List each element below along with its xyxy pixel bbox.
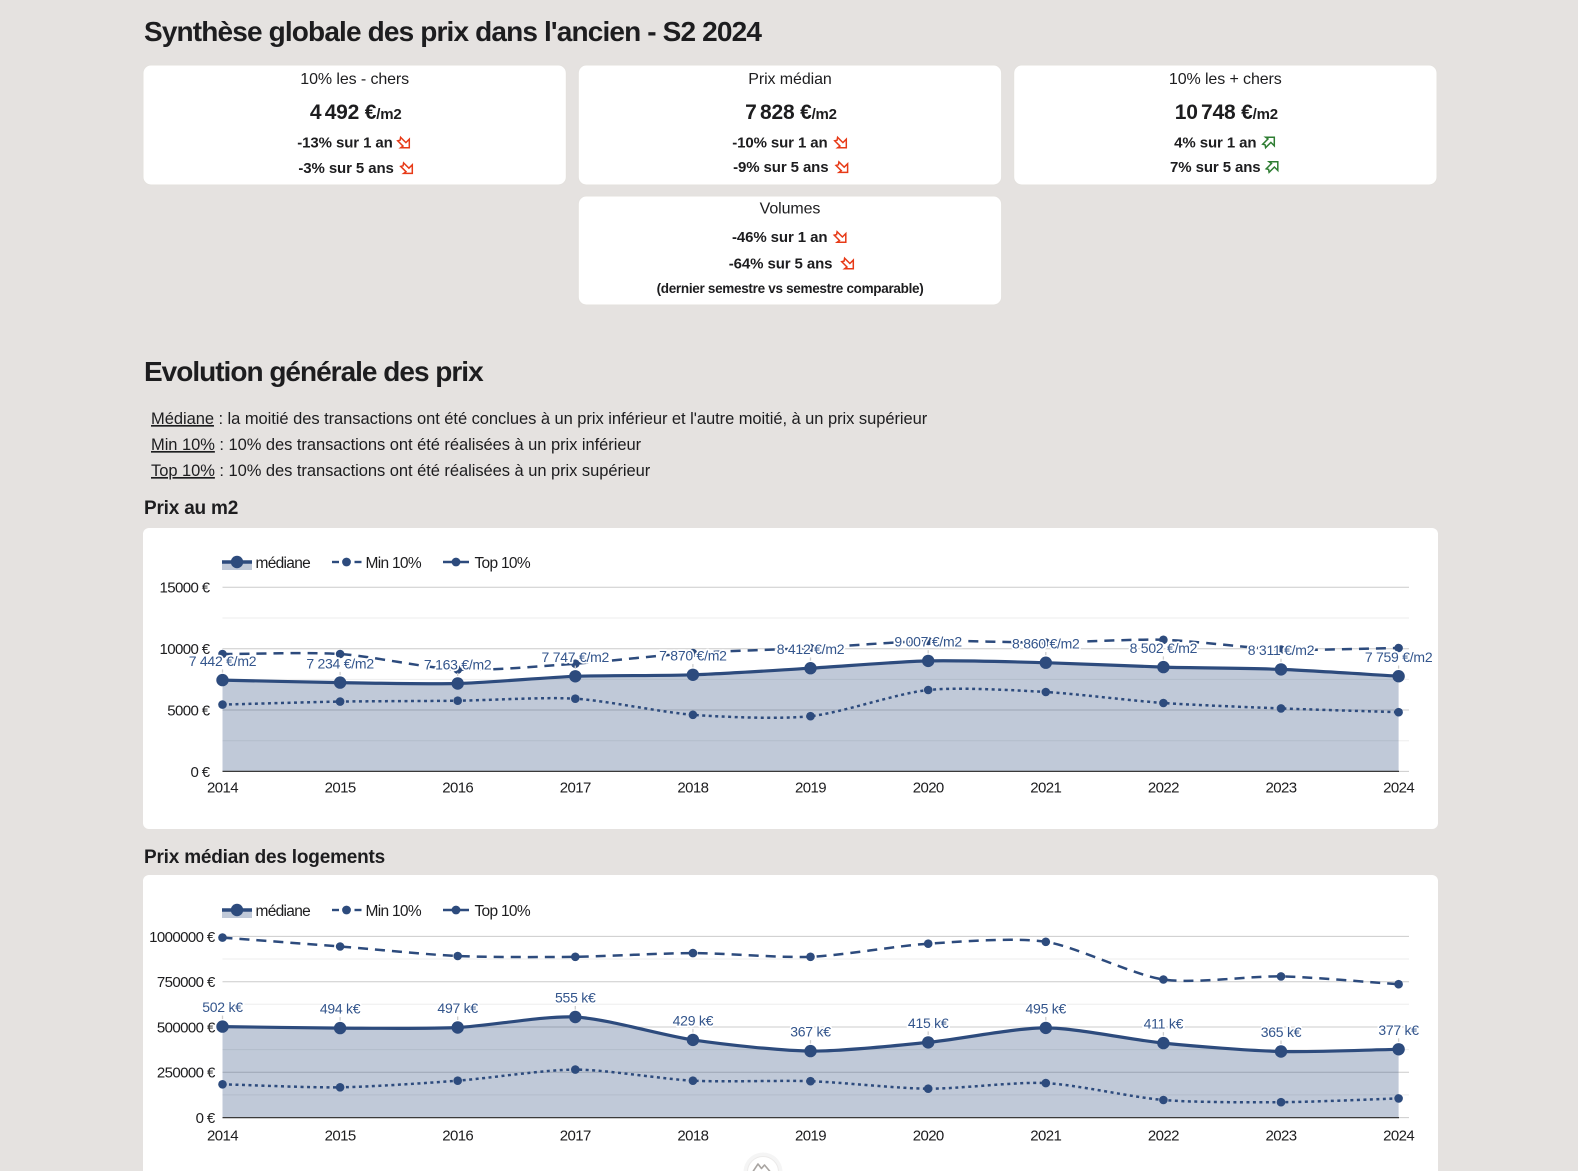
svg-text:4% sur 1 an: 4% sur 1 an [1174,134,1256,151]
svg-text:7 870 €/m2: 7 870 €/m2 [659,648,727,664]
svg-text:2020: 2020 [913,780,944,797]
svg-text:2023: 2023 [1266,780,1297,797]
svg-text:497 k€: 497 k€ [437,1000,478,1016]
svg-text:367 k€: 367 k€ [790,1024,831,1040]
svg-text:2021: 2021 [1030,780,1061,797]
svg-text:Min 10%: Min 10% [366,555,422,572]
svg-text:Top 10%: Top 10% [475,555,531,572]
svg-text:429 k€: 429 k€ [673,1012,714,1028]
svg-text:1000000 €: 1000000 € [149,929,216,946]
svg-text:Min 10%: Min 10% [366,903,422,920]
svg-text:-64% sur 5 ans: -64% sur 5 ans [729,255,833,272]
svg-text:8 311 €/m2: 8 311 €/m2 [1248,642,1315,658]
svg-text:2014: 2014 [207,1128,238,1145]
svg-text:-3% sur 5 ans: -3% sur 5 ans [298,160,393,177]
svg-text:2015: 2015 [325,780,356,797]
svg-text:10 748 €/m2: 10 748 €/m2 [1175,101,1278,124]
svg-text:7 759 €/m2: 7 759 €/m2 [1365,649,1433,665]
svg-text:411 k€: 411 k€ [1144,1016,1184,1032]
svg-text:415 k€: 415 k€ [908,1015,949,1031]
svg-text:2022: 2022 [1148,780,1179,797]
svg-text:Top 10% : 10% des transactions: Top 10% : 10% des transactions ont été r… [151,462,651,480]
svg-text:-10% sur 1 an: -10% sur 1 an [732,134,827,151]
svg-text:9 007 €/m2: 9 007 €/m2 [894,634,962,650]
svg-text:Synthèse globale des prix dans: Synthèse globale des prix dans l'ancien … [144,16,762,47]
svg-text:médiane: médiane [256,903,311,920]
svg-text:2024: 2024 [1383,1128,1414,1145]
svg-text:Prix médian des logements: Prix médian des logements [144,847,385,868]
svg-text:2018: 2018 [677,1128,708,1145]
svg-text:Evolution générale des prix: Evolution générale des prix [144,356,484,387]
svg-text:8 860 €/m2: 8 860 €/m2 [1012,636,1080,652]
svg-text:Top 10%: Top 10% [475,903,531,920]
svg-text:(dernier semestre vs semestre: (dernier semestre vs semestre comparable… [657,281,924,296]
svg-text:Médiane : la moitié des transa: Médiane : la moitié des transactions ont… [151,410,928,428]
svg-text:0 €: 0 € [196,1110,216,1127]
svg-text:Prix médian: Prix médian [748,71,831,88]
svg-text:7 442 €/m2: 7 442 €/m2 [189,653,257,669]
svg-text:494 k€: 494 k€ [320,1001,361,1017]
svg-text:2022: 2022 [1148,1128,1179,1145]
svg-text:377 k€: 377 k€ [1378,1022,1419,1038]
svg-text:2021: 2021 [1030,1128,1061,1145]
svg-text:2016: 2016 [442,780,473,797]
svg-text:15000 €: 15000 € [159,580,210,597]
svg-text:750000 €: 750000 € [157,974,216,991]
svg-text:7 747 €/m2: 7 747 €/m2 [542,649,610,665]
svg-text:7% sur 5 ans: 7% sur 5 ans [1170,159,1261,176]
svg-text:4 492 €/m2: 4 492 €/m2 [310,101,402,124]
svg-text:555 k€: 555 k€ [555,990,596,1006]
svg-text:2015: 2015 [325,1128,356,1145]
svg-text:-13% sur 1 an: -13% sur 1 an [297,134,392,151]
svg-text:Volumes: Volumes [760,201,821,218]
svg-text:-9% sur 5 ans: -9% sur 5 ans [733,159,828,176]
svg-text:7 234 €/m2: 7 234 €/m2 [306,655,374,671]
svg-text:502 k€: 502 k€ [202,999,243,1015]
svg-text:500000 €: 500000 € [157,1019,216,1036]
svg-text:2017: 2017 [560,780,591,797]
svg-text:-46% sur 1 an: -46% sur 1 an [732,229,827,246]
svg-text:495 k€: 495 k€ [1026,1000,1067,1016]
svg-text:10% les + chers: 10% les + chers [1169,71,1282,88]
svg-text:7 828 €/m2: 7 828 €/m2 [745,101,837,124]
svg-text:2019: 2019 [795,1128,826,1145]
svg-text:médiane: médiane [256,555,311,572]
svg-text:2023: 2023 [1266,1128,1297,1145]
svg-text:7 163 €/m2: 7 163 €/m2 [424,656,492,672]
svg-text:8 412 €/m2: 8 412 €/m2 [777,641,845,657]
svg-text:2017: 2017 [560,1128,591,1145]
svg-text:250000 €: 250000 € [157,1065,216,1082]
svg-text:2014: 2014 [207,780,238,797]
svg-text:2018: 2018 [677,780,708,797]
svg-text:8 502 €/m2: 8 502 €/m2 [1130,640,1198,656]
svg-text:Prix au m2: Prix au m2 [144,498,238,519]
svg-text:2024: 2024 [1383,780,1414,797]
svg-text:2019: 2019 [795,780,826,797]
svg-text:10000 €: 10000 € [159,641,210,658]
svg-text:5000 €: 5000 € [167,702,211,719]
svg-text:365 k€: 365 k€ [1261,1024,1302,1040]
svg-text:0 €: 0 € [190,764,210,781]
svg-text:Min 10% : 10% des transactions: Min 10% : 10% des transactions ont été r… [151,436,642,454]
svg-text:10% les - chers: 10% les - chers [300,71,409,88]
svg-text:2020: 2020 [913,1128,944,1145]
svg-text:2016: 2016 [442,1128,473,1145]
